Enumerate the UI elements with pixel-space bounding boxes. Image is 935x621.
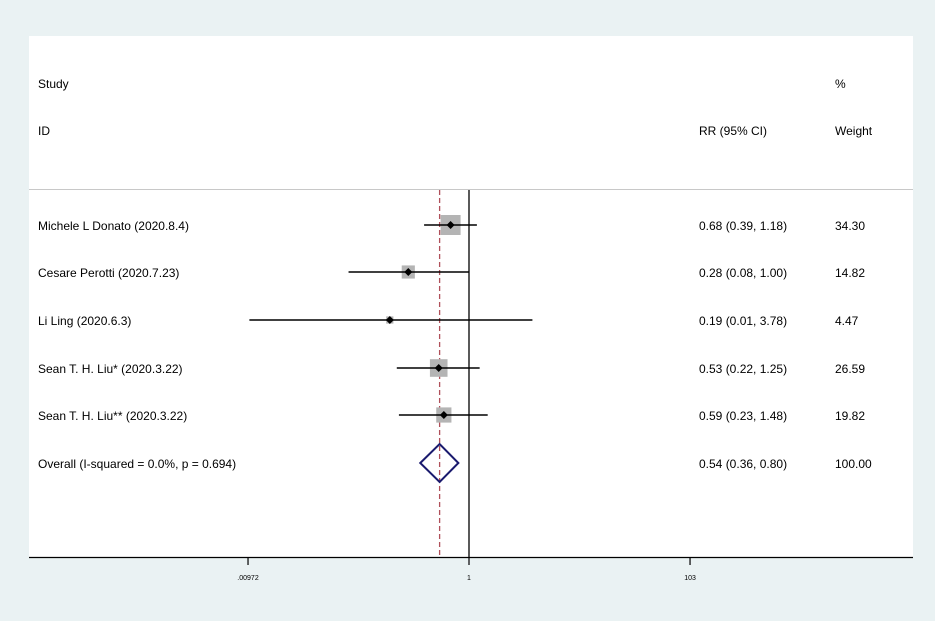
study-ci: 0.19 (0.01, 3.78) (699, 314, 787, 328)
study-weight: 14.82 (835, 266, 865, 280)
point-estimate (404, 268, 413, 276)
overall-label: Overall (I-squared = 0.0%, p = 0.694) (38, 457, 236, 471)
study-weight: 4.47 (835, 314, 859, 328)
header-percent: % (835, 77, 846, 91)
study-ci: 0.53 (0.22, 1.25) (699, 362, 787, 376)
study-label: Sean T. H. Liu* (2020.3.22) (38, 362, 183, 376)
header-id: ID (38, 124, 50, 138)
study-weight: 19.82 (835, 409, 865, 423)
axis-background (0, 557, 935, 621)
point-estimate (385, 316, 394, 324)
study-label: Michele L Donato (2020.8.4) (38, 219, 189, 233)
study-label: Cesare Perotti (2020.7.23) (38, 266, 179, 280)
header-study: Study (38, 77, 69, 91)
point-estimate (434, 364, 443, 372)
study-weight: 34.30 (835, 219, 865, 233)
study-ci: 0.68 (0.39, 1.18) (699, 219, 787, 233)
overall-ci: 0.54 (0.36, 0.80) (699, 457, 787, 471)
study-ci: 0.59 (0.23, 1.48) (699, 409, 787, 423)
x-tick-label: 1 (467, 575, 471, 582)
point-estimate (439, 411, 448, 419)
point-estimate (446, 221, 455, 229)
study-ci: 0.28 (0.08, 1.00) (699, 266, 787, 280)
x-tick-label: .00972 (237, 575, 259, 582)
study-label: Sean T. H. Liu** (2020.3.22) (38, 409, 187, 423)
study-weight: 26.59 (835, 362, 865, 376)
overall-weight: 100.00 (835, 457, 872, 471)
plot-panel (29, 36, 913, 557)
overall-diamond (418, 442, 460, 484)
x-tick-label: 103 (684, 575, 696, 582)
study-label: Li Ling (2020.6.3) (38, 314, 131, 328)
header-effect: RR (95% CI) (699, 124, 767, 138)
header-weight: Weight (835, 124, 873, 138)
